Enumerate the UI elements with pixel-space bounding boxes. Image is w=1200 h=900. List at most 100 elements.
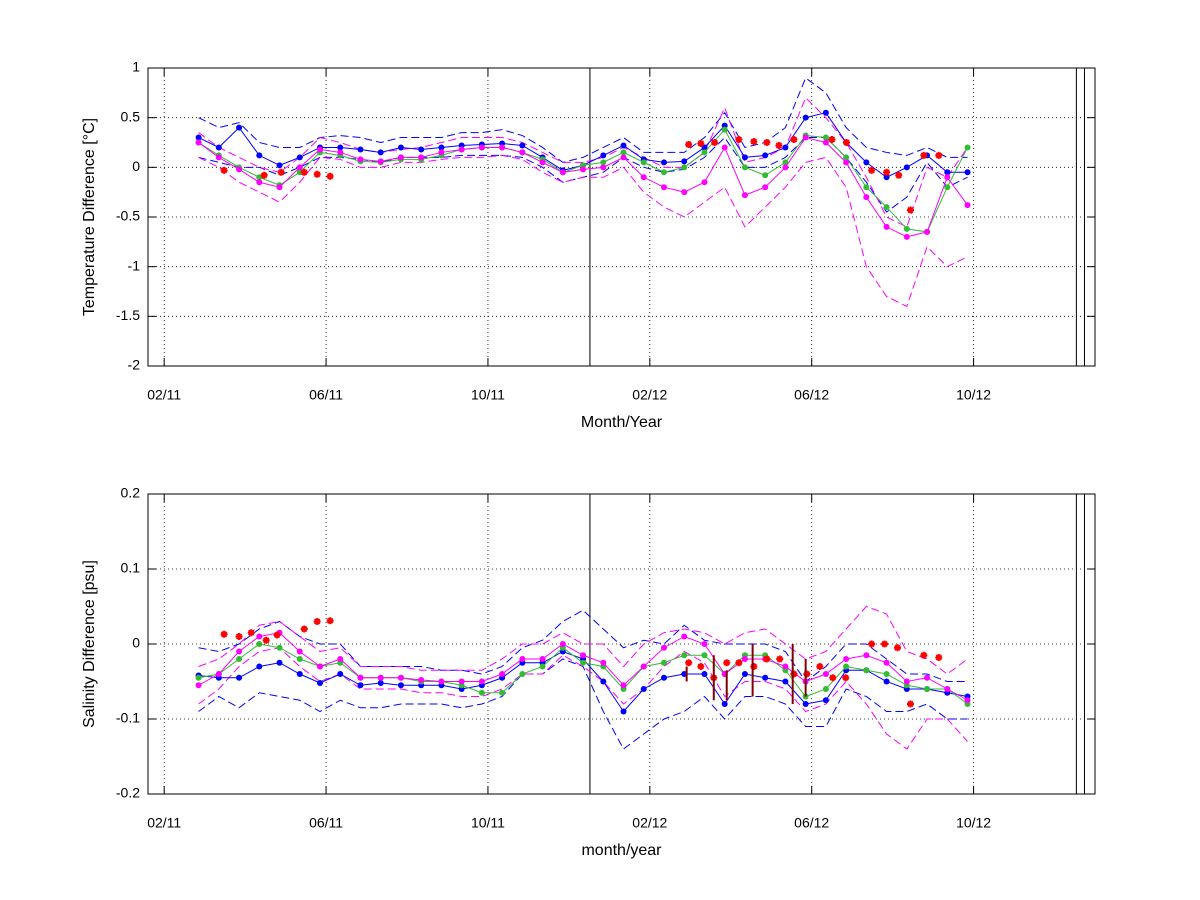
plot-area	[148, 68, 1095, 366]
series-line	[198, 96, 968, 228]
point	[296, 154, 303, 161]
point	[600, 152, 607, 159]
point	[944, 174, 951, 181]
point	[964, 144, 971, 151]
x-axis-label: Month/Year	[581, 414, 663, 431]
point	[458, 678, 465, 685]
x-tick-label: 02/11	[147, 815, 181, 831]
point	[863, 194, 870, 201]
point	[539, 663, 546, 670]
x-tick-label: 06/12	[794, 815, 829, 831]
point	[397, 144, 404, 151]
point	[741, 656, 748, 662]
axes-box	[147, 67, 1096, 367]
point	[741, 154, 748, 161]
point	[681, 189, 688, 196]
point	[906, 700, 914, 708]
point	[762, 674, 769, 681]
point	[802, 701, 809, 707]
point	[816, 663, 824, 670]
point	[397, 154, 404, 161]
y-tick-label: 0	[132, 158, 140, 174]
point	[701, 671, 708, 677]
point	[195, 674, 202, 681]
point	[681, 158, 688, 165]
point	[600, 164, 607, 171]
point	[316, 680, 323, 686]
y-tick-label: -1	[128, 257, 141, 273]
point	[863, 159, 870, 166]
point	[660, 659, 667, 666]
point	[822, 134, 829, 141]
point	[681, 164, 688, 171]
point	[701, 149, 708, 156]
point	[640, 686, 647, 692]
point	[418, 146, 425, 153]
series-line	[198, 605, 968, 675]
series-line	[198, 658, 968, 750]
point	[903, 164, 910, 171]
point	[499, 671, 506, 677]
point	[256, 152, 263, 159]
point	[660, 644, 667, 651]
point	[600, 678, 607, 685]
point	[741, 671, 748, 677]
point	[920, 151, 928, 159]
point	[782, 663, 789, 670]
point	[326, 617, 334, 625]
point	[924, 686, 931, 692]
point	[418, 154, 425, 161]
point	[868, 166, 876, 174]
point	[721, 126, 728, 133]
point	[863, 184, 870, 191]
point	[397, 674, 404, 681]
point	[337, 656, 344, 662]
point	[438, 144, 445, 151]
y-tick-label: 0.2	[121, 485, 141, 501]
point	[829, 674, 837, 682]
point	[377, 149, 384, 156]
point	[964, 202, 971, 209]
point	[397, 682, 404, 689]
point	[843, 159, 850, 166]
point	[924, 228, 931, 235]
point	[580, 652, 587, 659]
point	[236, 648, 243, 655]
point	[883, 678, 890, 685]
point	[235, 633, 243, 640]
x-tick-label: 02/12	[632, 387, 667, 403]
y-axis-label: Temperature Difference [°C]	[81, 118, 98, 316]
point	[313, 618, 321, 625]
point	[883, 659, 890, 666]
y-tick-label: 0.5	[121, 108, 141, 124]
y-tick-label: -2	[128, 357, 141, 373]
point	[458, 146, 465, 153]
y-tick-label: -1.5	[116, 307, 140, 323]
point	[883, 168, 891, 176]
point	[660, 184, 667, 191]
point	[357, 146, 364, 153]
point	[776, 655, 784, 663]
point	[790, 670, 798, 678]
point	[620, 708, 627, 715]
point	[300, 168, 308, 176]
axes: -2 -1.5 -1 -0.5 0 0.5 1 02/11 06/11 10/11 02/12 06/…	[81, 59, 1096, 431]
point	[920, 651, 928, 659]
point	[964, 169, 971, 176]
point	[762, 172, 769, 179]
point	[750, 663, 758, 670]
point	[735, 659, 743, 667]
series-line	[198, 609, 968, 683]
point	[273, 631, 281, 639]
point	[519, 656, 526, 662]
y-tick-label: 0.1	[121, 560, 141, 576]
point	[822, 139, 829, 146]
point	[260, 171, 268, 179]
point	[883, 204, 890, 211]
point	[935, 654, 943, 661]
point	[377, 674, 384, 681]
point	[256, 641, 263, 647]
point	[600, 659, 607, 666]
point	[337, 671, 344, 677]
point	[357, 674, 364, 681]
